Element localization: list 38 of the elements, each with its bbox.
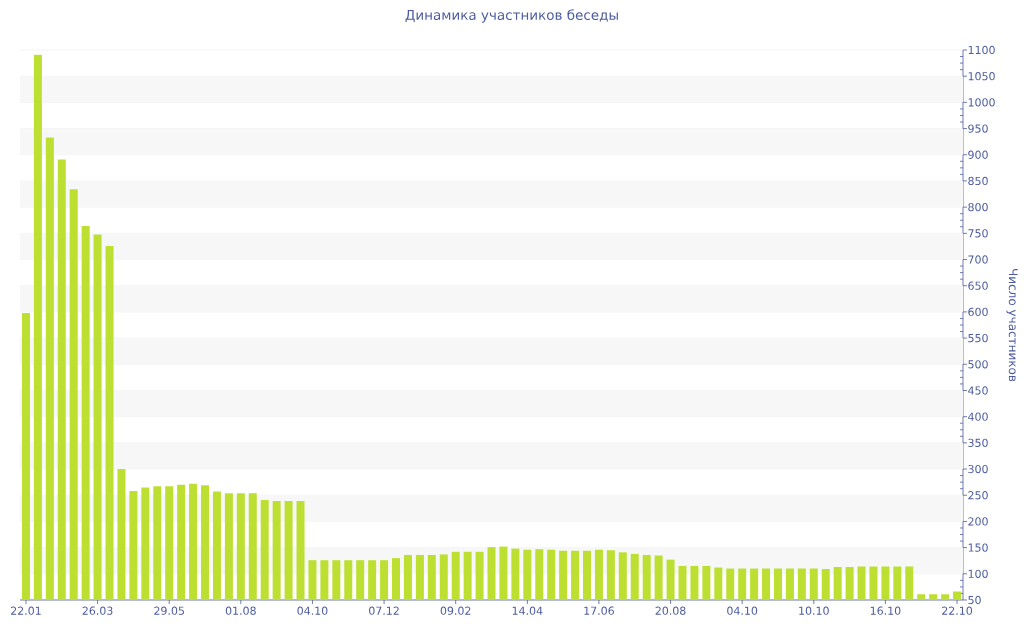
x-tick-label: 04.10	[727, 606, 758, 615]
y-tick-label: 200	[968, 517, 988, 526]
x-tick-label: 10.10	[799, 606, 829, 615]
y-tick-label: 250	[968, 491, 988, 500]
chart-title: Динамика участников беседы	[405, 9, 618, 23]
y-tick-label: 450	[968, 386, 988, 395]
x-tick-label: 29.05	[154, 606, 184, 615]
y-tick-label: 100	[968, 569, 988, 578]
y-tick-label: 300	[968, 464, 988, 474]
y-tick-label: 850	[968, 176, 988, 186]
x-tick-label: 07.12	[369, 606, 399, 615]
y-tick-label: 750	[968, 229, 988, 238]
y-tick-label: 50	[968, 595, 981, 605]
y-tick-label: 500	[968, 360, 988, 369]
x-tick-label: 01.08	[225, 606, 256, 615]
x-tick-label: 09.02	[440, 606, 471, 615]
y-tick-label: 400	[968, 412, 988, 421]
x-tick-label: 16.10	[870, 606, 901, 615]
x-tick-label: 22.01	[11, 606, 41, 615]
y-tick-label: 800	[968, 202, 988, 212]
y-tick-label: 1050	[968, 72, 995, 81]
x-tick-label: 22.10	[942, 606, 973, 615]
x-tick-label: 14.04	[512, 606, 543, 615]
y-tick-label: 900	[968, 150, 988, 159]
y-tick-label: 1000	[968, 98, 995, 107]
y-tick-label: 150	[968, 543, 988, 552]
x-tick-label: 26.03	[82, 606, 113, 615]
y-tick-label: 1100	[968, 45, 995, 55]
x-tick-label: 20.08	[655, 606, 686, 615]
y-tick-label: 550	[968, 333, 988, 343]
x-tick-label: 04.10	[297, 606, 328, 615]
y-tick-label: 950	[968, 124, 988, 133]
y-axis-title: Число участников	[1006, 269, 1018, 382]
x-tick-label: 17.06	[584, 606, 614, 615]
y-tick-label: 350	[968, 438, 988, 448]
y-tick-label: 650	[968, 281, 988, 290]
y-tick-label: 600	[968, 307, 988, 317]
y-tick-label: 700	[968, 255, 988, 264]
